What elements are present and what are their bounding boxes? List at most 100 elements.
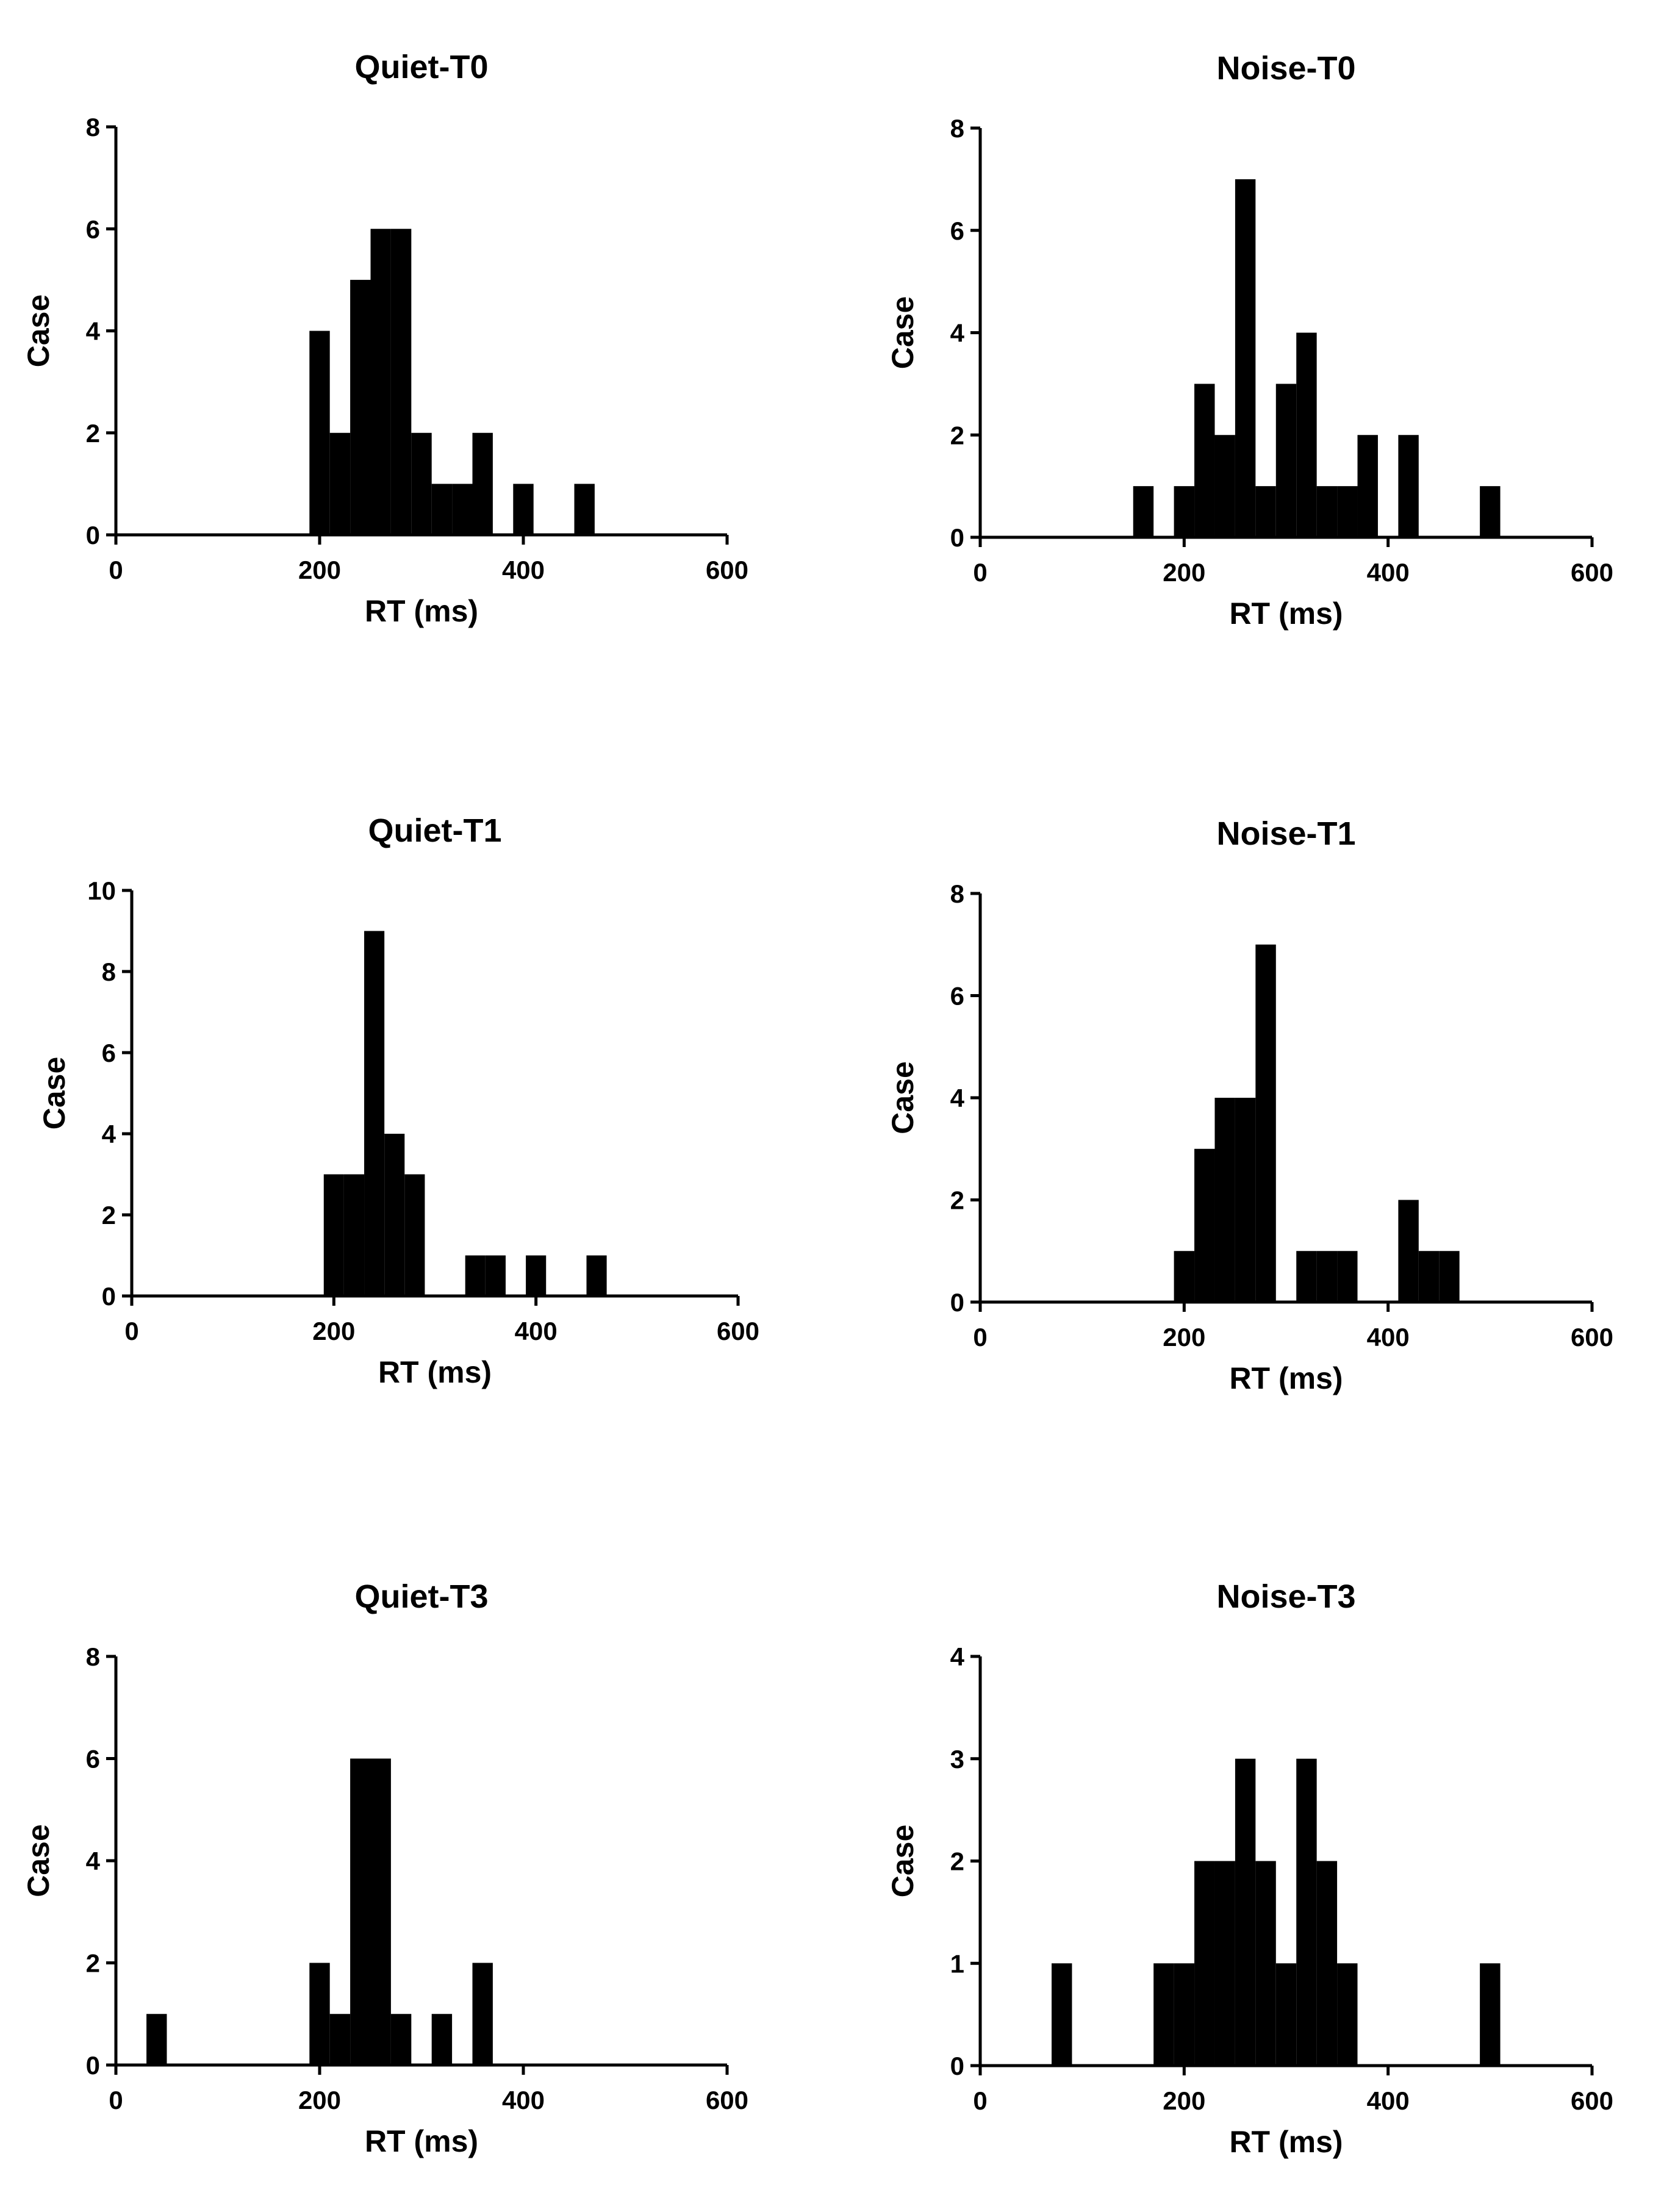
histogram-bar bbox=[1153, 1963, 1174, 2066]
y-tick-label: 0 bbox=[102, 1282, 116, 1311]
histogram-bar bbox=[329, 432, 351, 535]
x-tick-label: 200 bbox=[1163, 2086, 1205, 2115]
histogram-bar bbox=[1316, 1251, 1338, 1302]
histogram-bar bbox=[1296, 1758, 1317, 2066]
x-tick-label: 400 bbox=[502, 556, 545, 584]
y-tick-label: 4 bbox=[950, 1642, 965, 1671]
histogram-bar bbox=[1439, 1251, 1460, 1302]
x-tick-label: 400 bbox=[502, 2086, 545, 2114]
y-tick-label: 8 bbox=[102, 957, 116, 986]
histogram-bar bbox=[1398, 435, 1419, 537]
x-tick-label: 0 bbox=[973, 1323, 987, 1351]
y-tick-label: 8 bbox=[950, 114, 964, 143]
chart-panel-quiet-t3: Quiet-T3 0 200 400 600 0 2 4 6 8 RT (ms) Case bbox=[21, 1578, 748, 2158]
y-tick-label: 6 bbox=[86, 1745, 100, 1774]
x-tick-label: 200 bbox=[312, 1317, 355, 1345]
y-axis-label: Case bbox=[21, 1824, 56, 1897]
histogram-bar bbox=[431, 2014, 453, 2065]
histogram-bar bbox=[465, 1255, 486, 1296]
y-tick-label: 4 bbox=[86, 1847, 101, 1875]
y-tick-label: 6 bbox=[950, 217, 964, 245]
chart-panel-noise-t0: Noise-T0 0 200 400 600 0 2 4 6 8 RT (ms) Case bbox=[886, 50, 1613, 631]
histogram-bar bbox=[1235, 179, 1256, 537]
x-tick-label: 600 bbox=[706, 556, 748, 584]
y-tick-label: 4 bbox=[86, 317, 101, 346]
histogram-bar bbox=[1357, 435, 1378, 537]
x-tick-label: 600 bbox=[717, 1317, 759, 1345]
x-tick-label: 400 bbox=[1367, 558, 1410, 587]
x-tick-label: 200 bbox=[298, 2086, 341, 2114]
chart-title: Quiet-T3 bbox=[354, 1578, 488, 1615]
histogram-bar bbox=[1255, 486, 1276, 537]
y-tick-label: 2 bbox=[950, 1186, 964, 1215]
chart-title: Noise-T3 bbox=[1216, 1578, 1355, 1615]
chart-panel-quiet-t0: Quiet-T0 0 200 400 600 0 2 4 6 8 RT (ms) Case bbox=[21, 49, 748, 628]
chart-title: Noise-T0 bbox=[1216, 50, 1355, 87]
x-tick-label: 600 bbox=[1571, 2086, 1613, 2115]
y-tick-label: 2 bbox=[950, 421, 964, 449]
x-tick-label: 0 bbox=[973, 558, 987, 587]
x-tick-label: 600 bbox=[1571, 1323, 1613, 1351]
x-tick-label: 600 bbox=[1571, 558, 1613, 587]
chart-panel-quiet-t1: Quiet-T1 0 200 400 600 0 2 4 6 8 10 RT (ms) Case bbox=[37, 812, 759, 1389]
histogram-bar bbox=[586, 1255, 607, 1296]
histogram-bar bbox=[1398, 1200, 1419, 1302]
y-tick-label: 8 bbox=[86, 1642, 100, 1671]
histogram-bar bbox=[350, 1758, 371, 2065]
histogram-bar bbox=[1194, 1148, 1215, 1302]
histogram-bar bbox=[1275, 384, 1297, 537]
histogram-bar bbox=[1235, 1098, 1256, 1302]
chart-title: Quiet-T0 bbox=[354, 49, 488, 85]
y-tick-label: 0 bbox=[950, 1288, 964, 1317]
y-tick-label: 1 bbox=[950, 1949, 964, 1978]
histogram-bar bbox=[370, 229, 391, 535]
histogram-bar bbox=[1174, 1963, 1195, 2066]
y-axis-label: Case bbox=[886, 296, 920, 370]
histogram-bar bbox=[1275, 1963, 1297, 2066]
histogram-bar bbox=[472, 1963, 493, 2065]
histogram-bar bbox=[1174, 486, 1195, 537]
histogram-bar bbox=[431, 484, 453, 535]
x-axis-label: RT (ms) bbox=[365, 594, 478, 628]
histogram-bar bbox=[1052, 1963, 1072, 2066]
histogram-bar bbox=[309, 1963, 330, 2065]
y-tick-label: 2 bbox=[86, 419, 100, 448]
y-tick-label: 6 bbox=[102, 1039, 116, 1067]
histogram-bar bbox=[452, 484, 473, 535]
y-tick-label: 6 bbox=[86, 215, 100, 243]
y-tick-label: 8 bbox=[86, 113, 100, 141]
x-tick-label: 0 bbox=[109, 2086, 123, 2114]
y-tick-label: 2 bbox=[950, 1847, 964, 1876]
histogram-bar bbox=[1255, 1861, 1276, 2066]
histogram-bar bbox=[1235, 1758, 1256, 2066]
x-axis-label: RT (ms) bbox=[378, 1355, 492, 1389]
y-tick-label: 3 bbox=[950, 1745, 964, 1774]
histogram-bar bbox=[1214, 1861, 1235, 2066]
y-tick-label: 4 bbox=[950, 319, 965, 348]
histogram-bar bbox=[1296, 1251, 1317, 1302]
y-tick-label: 0 bbox=[950, 523, 964, 552]
histogram-bar bbox=[1337, 1963, 1358, 2066]
histogram-bar bbox=[323, 1174, 344, 1296]
chart-panel-noise-t1: Noise-T1 0 200 400 600 0 2 4 6 8 RT (ms) Case bbox=[886, 815, 1613, 1395]
histogram-bar bbox=[390, 2014, 412, 2065]
histogram-bar bbox=[1480, 486, 1501, 537]
x-tick-label: 600 bbox=[706, 2086, 748, 2114]
x-tick-label: 400 bbox=[1367, 2086, 1410, 2115]
y-tick-label: 4 bbox=[102, 1120, 117, 1148]
histogram-bar bbox=[364, 931, 385, 1296]
y-tick-label: 0 bbox=[86, 2051, 100, 2080]
histogram-bar bbox=[1296, 332, 1317, 537]
y-axis-label: Case bbox=[886, 1061, 920, 1134]
histogram-bar bbox=[370, 1758, 391, 2065]
histogram-bar bbox=[329, 2014, 351, 2065]
y-tick-label: 0 bbox=[86, 521, 100, 549]
histogram-bar bbox=[1214, 435, 1235, 537]
histogram-bar bbox=[1337, 1251, 1358, 1302]
histogram-bar bbox=[1337, 486, 1358, 537]
histogram-bar bbox=[1480, 1963, 1501, 2066]
x-axis-label: RT (ms) bbox=[1229, 2125, 1343, 2159]
histogram-bar bbox=[343, 1174, 365, 1296]
y-axis-label: Case bbox=[886, 1825, 920, 1898]
